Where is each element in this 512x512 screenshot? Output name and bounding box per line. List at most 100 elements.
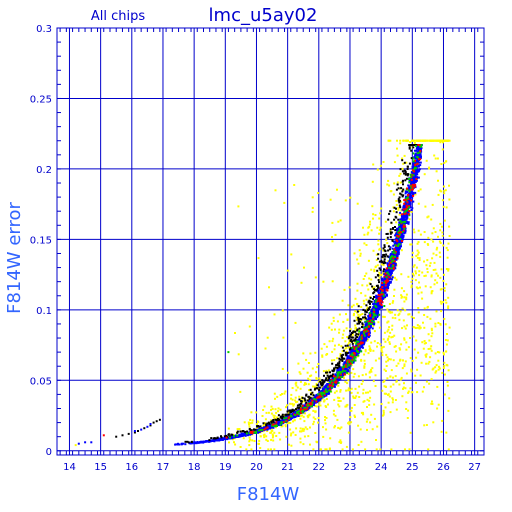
- outlier-point: [400, 296, 403, 299]
- outlier-point: [429, 347, 432, 350]
- outlier-point: [426, 305, 429, 308]
- outlier-point: [306, 371, 309, 374]
- outlier-point: [368, 376, 371, 379]
- main-sequence-point: [362, 343, 365, 346]
- outlier-point: [418, 281, 420, 284]
- outlier-point: [435, 370, 438, 373]
- outlier-point: [400, 343, 403, 346]
- main-sequence-point: [364, 323, 367, 326]
- outlier-point: [299, 441, 302, 444]
- outlier-point: [302, 367, 305, 370]
- main-sequence-point: [361, 345, 364, 348]
- outlier-point: [382, 411, 385, 414]
- outlier-point: [389, 390, 392, 393]
- outlier-point: [379, 164, 382, 167]
- outlier-point: [237, 353, 240, 356]
- outlier-point: [388, 358, 390, 361]
- outlier-point: [312, 416, 315, 419]
- outlier-point: [345, 350, 348, 353]
- outlier-point: [412, 326, 415, 328]
- main-sequence-point: [379, 286, 382, 289]
- outlier-point: [328, 326, 331, 329]
- outlier-point: [407, 346, 410, 349]
- outlier-point: [389, 411, 392, 414]
- outlier-point: [337, 220, 340, 223]
- outlier-point: [339, 390, 342, 393]
- outlier-point: [393, 334, 396, 337]
- outlier-point: [324, 448, 327, 451]
- outlier-point: [436, 246, 439, 249]
- outlier-point: [345, 313, 347, 316]
- main-sequence-point: [374, 308, 377, 311]
- outlier-point: [336, 418, 339, 421]
- outlier-point: [426, 271, 429, 274]
- outlier-point: [341, 336, 344, 339]
- outlier-point: [356, 391, 359, 394]
- outlier-point: [385, 392, 387, 395]
- outlier-point: [439, 222, 442, 225]
- outlier-point: [439, 300, 442, 303]
- outlier-point: [314, 386, 317, 389]
- outlier-point: [293, 403, 296, 406]
- outlier-point: [361, 374, 364, 377]
- outlier-point: [370, 229, 373, 232]
- outlier-point: [383, 379, 386, 382]
- outlier-point: [415, 381, 417, 384]
- outlier-point: [290, 432, 293, 435]
- outlier-point: [430, 275, 433, 278]
- main-sequence-point: [405, 191, 408, 194]
- outlier-point: [372, 325, 375, 327]
- outlier-point: [333, 348, 336, 351]
- outlier-point: [359, 254, 362, 257]
- outlier-point: [424, 205, 427, 208]
- outlier-point: [325, 398, 328, 400]
- outlier-point: [365, 244, 368, 246]
- outlier-point: [248, 436, 251, 439]
- outlier-point: [384, 406, 387, 409]
- outlier-point: [392, 359, 395, 362]
- outlier-point: [242, 437, 245, 440]
- outlier-point: [439, 323, 442, 325]
- outlier-point: [405, 408, 408, 410]
- main-sequence-point: [392, 240, 395, 243]
- outlier-point: [423, 307, 426, 310]
- outlier-point: [341, 448, 344, 451]
- outlier-point: [322, 370, 325, 373]
- outlier-point: [439, 276, 442, 279]
- main-sequence-point: [410, 171, 413, 174]
- outlier-point: [367, 352, 370, 355]
- outlier-point: [382, 381, 385, 383]
- outlier-point: [409, 243, 412, 246]
- outlier-point: [436, 139, 439, 142]
- outlier-point: [380, 263, 383, 266]
- outlier-point: [360, 411, 363, 414]
- outlier-point: [425, 159, 428, 162]
- outlier-point: [302, 443, 305, 446]
- outlier-point: [416, 326, 419, 329]
- main-sequence-point: [178, 443, 181, 446]
- outlier-point: [251, 421, 254, 424]
- outlier-point: [325, 428, 328, 431]
- outlier-point: [365, 272, 368, 275]
- outlier-point: [416, 324, 419, 327]
- main-sequence-point: [356, 353, 358, 356]
- outlier-point: [401, 395, 404, 398]
- outlier-point: [286, 422, 289, 425]
- outlier-point: [388, 326, 391, 329]
- outlier-point: [338, 396, 341, 399]
- outlier-point: [419, 374, 422, 377]
- outlier-point: [418, 259, 421, 261]
- data-points: [74, 139, 451, 451]
- outlier-point: [436, 157, 439, 160]
- main-sequence-point: [413, 156, 416, 159]
- outlier-point: [360, 292, 363, 295]
- outlier-point: [338, 328, 341, 331]
- outlier-point: [324, 419, 326, 422]
- outlier-point: [342, 397, 345, 400]
- outlier-point: [370, 370, 373, 373]
- outlier-point: [321, 355, 324, 358]
- main-sequence-point: [334, 374, 337, 377]
- main-sequence-point: [334, 373, 337, 376]
- main-sequence-point: [372, 303, 375, 305]
